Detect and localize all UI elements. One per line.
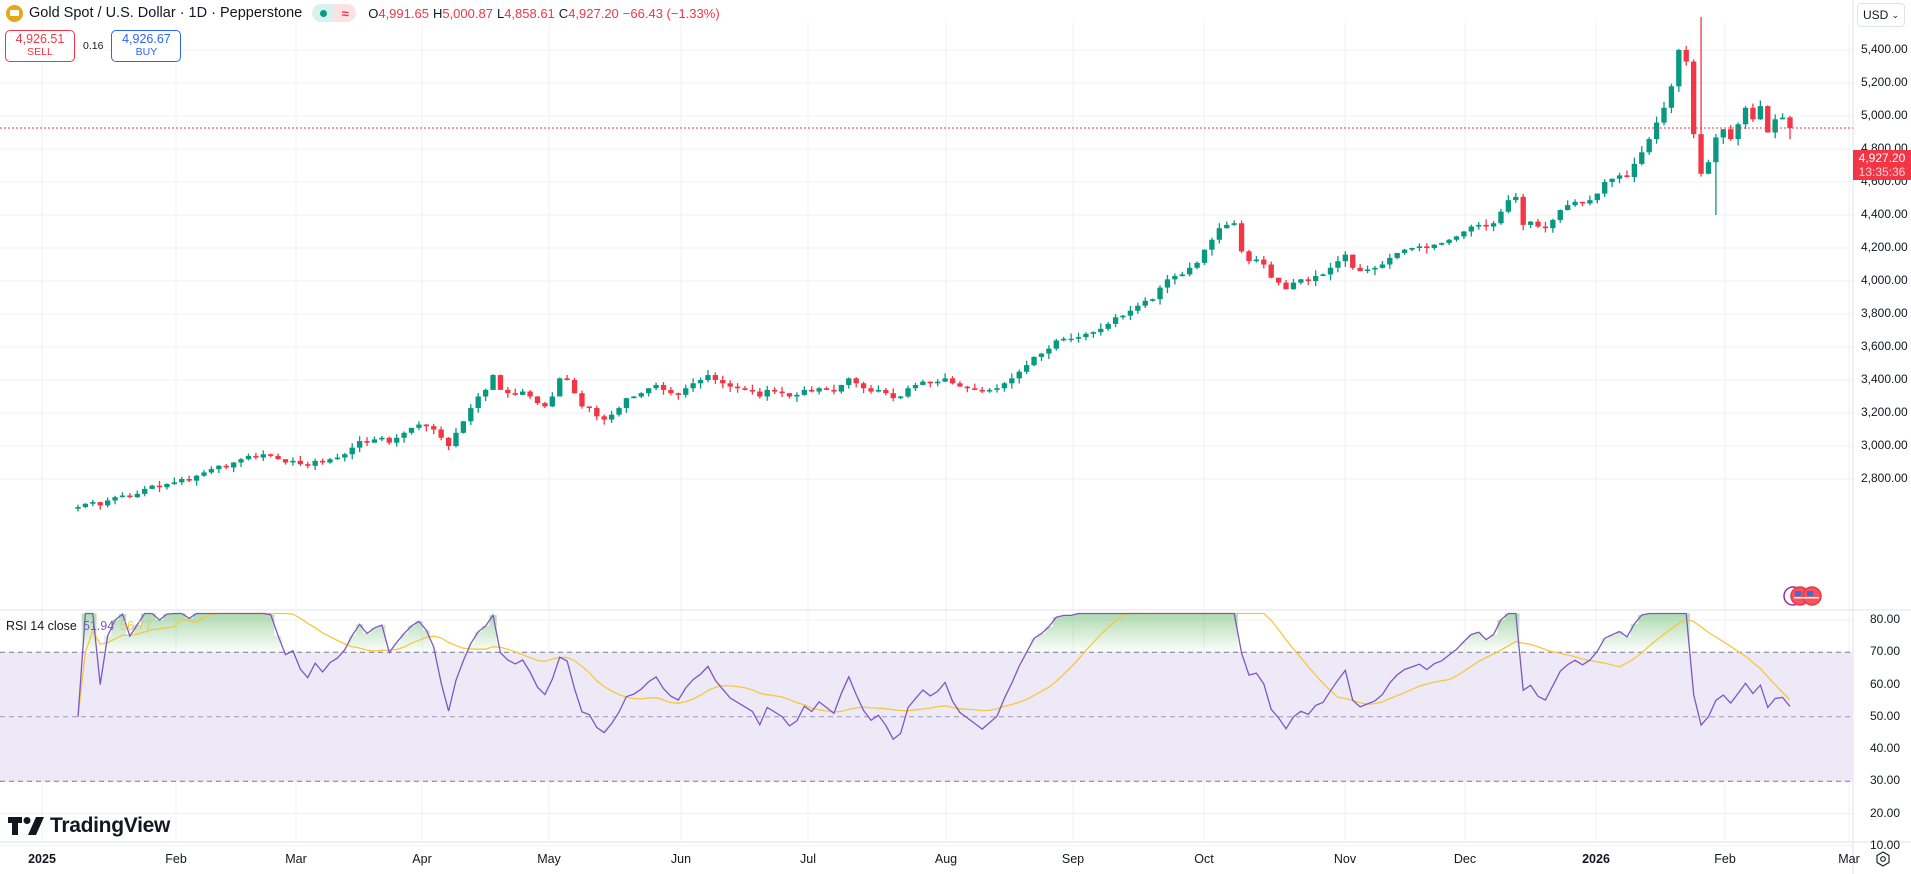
- price-tick-label: 3,800.00: [1861, 306, 1908, 320]
- sell-price: 4,926.51: [15, 32, 65, 46]
- price-tick-label: 5,400.00: [1861, 42, 1908, 56]
- tradingview-logo[interactable]: TradingView: [8, 814, 170, 838]
- symbol-legend: Gold Spot / U.S. Dollar · 1D · Peppersto…: [6, 4, 720, 22]
- rsi-tick-label: 40.00: [1870, 741, 1901, 755]
- currency-value: USD: [1863, 8, 1889, 22]
- ohlc-values: O4,991.65 H5,000.87 L4,858.61 C4,927.20 …: [368, 6, 719, 21]
- time-tick-label: Aug: [934, 852, 958, 866]
- status-pills[interactable]: ≈: [312, 4, 357, 22]
- time-tick-label: Dec: [1453, 852, 1477, 866]
- rsi-tick-label: 20.00: [1870, 805, 1901, 820]
- time-tick-label: Feb: [1714, 852, 1736, 866]
- time-tick-label: 2026: [1582, 852, 1610, 866]
- chevron-down-icon: ⌄: [1891, 9, 1899, 20]
- time-tick-label: Jul: [800, 852, 816, 866]
- time-tick-label: Mar: [285, 852, 307, 866]
- price-tick-label: 5,200.00: [1861, 75, 1908, 89]
- time-tick-label: Jun: [670, 852, 692, 866]
- time-tick-label: Oct: [1194, 852, 1214, 866]
- us-events-icon[interactable]: [1782, 585, 1826, 607]
- time-tick-label: Mar: [1838, 852, 1860, 866]
- rsi-legend[interactable]: RSI 14 close 51.94 56.77: [6, 619, 151, 633]
- currency-select[interactable]: USD ⌄: [1857, 3, 1905, 27]
- spread-value: 0.16: [83, 40, 104, 52]
- price-tick-label: 4,200.00: [1861, 240, 1908, 254]
- high-value: 5,000.87: [442, 5, 493, 21]
- price-tick-label: 2,800.00: [1861, 471, 1908, 485]
- buy-price: 4,926.67: [122, 32, 171, 46]
- rsi-name: RSI 14 close: [6, 619, 77, 633]
- low-value: 4,858.61: [504, 5, 555, 21]
- time-tick-label: 2025: [28, 852, 56, 866]
- price-tick-label: 3,200.00: [1861, 405, 1908, 419]
- tradingview-logo-text: TradingView: [50, 814, 171, 837]
- buy-label: BUY: [135, 46, 158, 58]
- time-tick-label: Sep: [1061, 852, 1085, 866]
- sell-button[interactable]: 4,926.51 SELL: [5, 30, 75, 62]
- rsi-tick-label: 80.00: [1870, 612, 1901, 626]
- price-tick-label: 4,000.00: [1861, 273, 1908, 287]
- rsi-tick-label: 70.00: [1870, 644, 1901, 659]
- price-tick-label: 3,000.00: [1861, 438, 1908, 452]
- rsi-ma-value: 56.77: [120, 619, 152, 633]
- rsi-tick-label: 30.00: [1870, 773, 1901, 788]
- open-label: O: [368, 5, 379, 21]
- price-tick-label: 3,400.00: [1861, 372, 1908, 386]
- rsi-value: 51.94: [82, 619, 115, 633]
- last-price: 4,927.20: [1858, 151, 1906, 165]
- low-label: L: [496, 5, 505, 21]
- bar-countdown: 13:35:36: [1858, 165, 1906, 179]
- market-open-icon[interactable]: [312, 4, 335, 22]
- time-tick-label: Nov: [1333, 852, 1357, 866]
- time-tick-label: May: [537, 852, 561, 866]
- time-tick-label: Apr: [412, 852, 432, 866]
- last-price-tag: 4,927.20 13:35:36: [1853, 150, 1911, 180]
- high-label: H: [432, 5, 443, 21]
- price-tick-label: 5,000.00: [1861, 108, 1908, 122]
- buy-button[interactable]: 4,926.67 BUY: [111, 30, 182, 62]
- price-tick-label: 4,400.00: [1861, 207, 1908, 221]
- rsi-tick-label: 60.00: [1870, 676, 1901, 691]
- gold-symbol-icon: [6, 4, 23, 22]
- close-label: C: [558, 5, 569, 21]
- trade-buttons: 4,926.51 SELL 0.16 4,926.67 BUY: [5, 30, 182, 62]
- rsi-tick-label: 50.00: [1870, 708, 1901, 723]
- price-tick-label: 3,600.00: [1861, 339, 1908, 353]
- time-tick-label: Feb: [165, 852, 187, 866]
- change-value: −66.43 (−1.33%): [622, 5, 720, 21]
- rsi-tick-label: 10.00: [1870, 837, 1901, 852]
- sell-label: SELL: [27, 46, 53, 58]
- tradingview-logo-icon: [8, 817, 44, 835]
- open-value: 4,991.65: [378, 5, 429, 21]
- settings-gear-icon[interactable]: [1875, 851, 1891, 867]
- approx-data-icon[interactable]: ≈: [334, 4, 357, 22]
- symbol-title[interactable]: Gold Spot / U.S. Dollar · 1D · Peppersto…: [29, 5, 303, 21]
- close-value: 4,927.20: [568, 5, 619, 21]
